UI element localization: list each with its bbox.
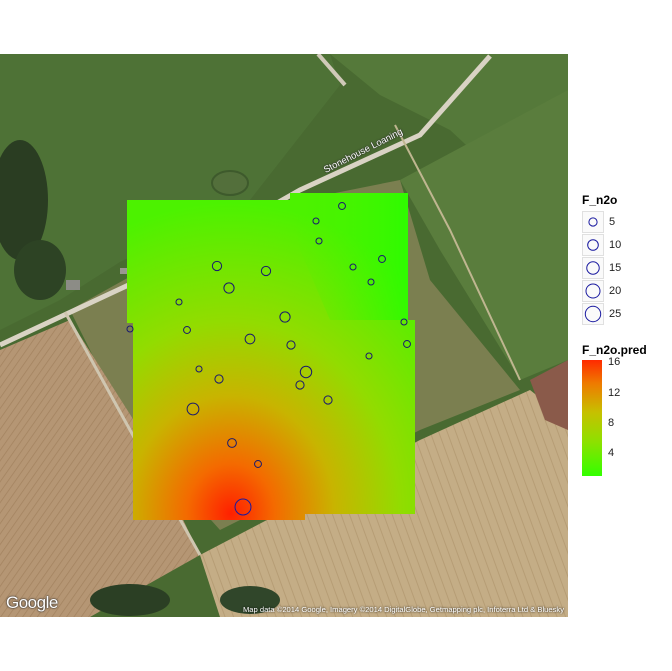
size-legend-label: 20 (609, 284, 622, 297)
observation-point (349, 263, 357, 271)
observation-points (126, 202, 411, 516)
observation-point (227, 438, 237, 448)
observation-point (295, 380, 305, 390)
prediction-surface (127, 193, 415, 520)
size-legend-circle (587, 238, 599, 251)
size-legend-keys: 5 10 15 20 25 (582, 210, 621, 325)
observation-point (254, 460, 262, 468)
observation-point (211, 260, 223, 272)
map-panel[interactable]: Stonehouse Loaning Google Map data ©2014… (0, 54, 568, 617)
colorbar-tick-label: 8 (608, 416, 615, 429)
fill-legend: F_n2o.pred 16 12 8 4 (582, 343, 647, 476)
size-legend-label: 5 (609, 215, 616, 228)
size-legend-swatch (582, 210, 604, 233)
colorbar (582, 360, 602, 476)
size-legend: F_n2o 5 10 15 20 25 (582, 193, 621, 325)
observation-point (214, 374, 224, 384)
size-legend-label: 10 (609, 238, 622, 251)
colorbar-tick-label: 16 (608, 356, 621, 369)
size-legend-item: 5 (582, 210, 621, 233)
size-legend-swatch (582, 233, 604, 256)
observation-point (126, 325, 134, 333)
observation-point (323, 395, 333, 405)
observation-point (234, 498, 252, 516)
size-legend-circle (588, 216, 598, 227)
colorbar-ticks: 16 12 8 4 (608, 356, 638, 476)
map-attribution: Map data ©2014 Google, Imagery ©2014 Dig… (242, 605, 564, 614)
colorbar-tick-label: 12 (608, 386, 621, 399)
observation-point (367, 278, 375, 286)
size-legend-swatch (582, 279, 604, 302)
observation-point (315, 237, 323, 245)
observation-point (286, 340, 296, 350)
size-legend-circle (584, 305, 602, 322)
size-legend-swatch (582, 302, 604, 325)
size-legend-swatch (582, 256, 604, 279)
size-legend-circle (586, 260, 600, 275)
observation-point (403, 340, 411, 348)
observation-point (223, 282, 235, 294)
size-legend-title: F_n2o (582, 193, 618, 207)
observation-point (378, 255, 386, 263)
satellite-basemap (0, 54, 568, 617)
observation-point (365, 352, 373, 360)
size-legend-label: 25 (609, 307, 622, 320)
observation-point (260, 265, 272, 277)
observation-point (279, 311, 291, 323)
size-legend-item: 10 (582, 233, 621, 256)
size-legend-label: 15 (609, 261, 622, 274)
size-legend-circle (585, 282, 601, 299)
observation-point (186, 402, 200, 416)
size-legend-item: 20 (582, 279, 621, 302)
size-legend-item: 25 (582, 302, 621, 325)
observation-point (312, 217, 320, 225)
observation-point (338, 202, 346, 210)
observation-point (183, 326, 191, 334)
observation-point (400, 318, 408, 326)
colorbar-tick-label: 4 (608, 447, 615, 460)
google-logo: Google (6, 593, 58, 612)
fill-legend-title: F_n2o.pred (582, 343, 647, 357)
size-legend-item: 15 (582, 256, 621, 279)
observation-point (195, 365, 203, 373)
observation-point (244, 333, 256, 345)
observation-point (299, 365, 313, 379)
observation-point (175, 298, 183, 306)
